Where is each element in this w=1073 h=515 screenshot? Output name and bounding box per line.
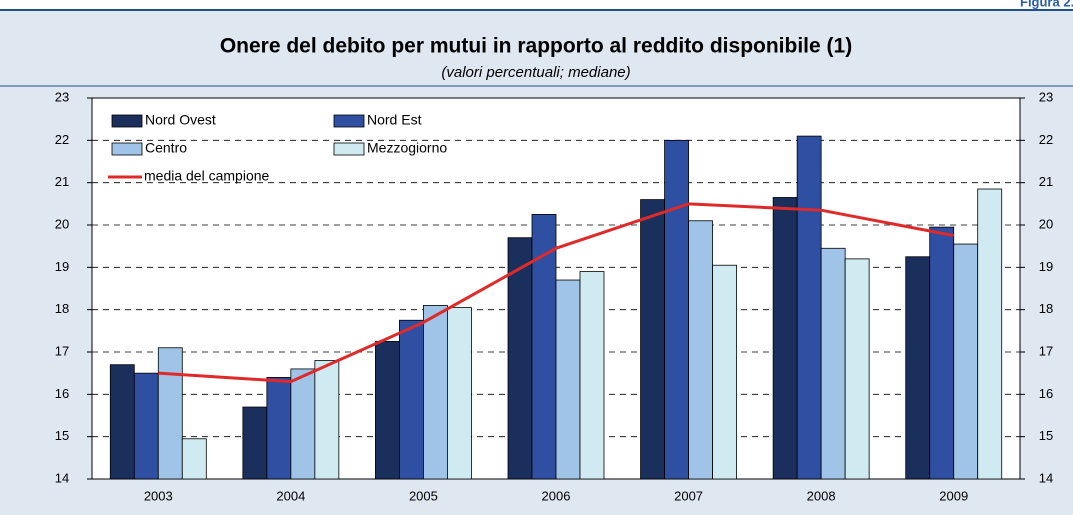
y2-tick-label: 23 [1039,89,1053,104]
legend-label: media del campione [144,168,270,184]
chart-title: Onere del debito per mutui in rapporto a… [220,35,852,58]
bar [157,347,183,480]
bar [953,243,979,480]
y-tick-label: 19 [55,259,69,274]
bar [423,305,448,480]
bar [109,364,135,480]
bar [181,438,207,480]
bar [133,372,159,480]
legend-label: Nord Ovest [145,112,216,128]
bar [820,247,846,480]
y-tick-label: 14 [55,470,69,485]
legend-swatch [111,114,143,128]
chart-subtitle: (valori percentuali; mediane) [441,64,630,81]
y-tick-label: 20 [55,216,69,231]
bar [266,376,292,480]
bar [664,139,689,480]
y-tick-label: 15 [55,428,69,443]
legend-swatch [333,114,365,128]
y2-tick-label: 17 [1039,343,1053,358]
x-tick-label: 2004 [276,488,305,503]
x-tick-label: 2009 [939,488,968,503]
y2-tick-label: 16 [1039,386,1053,401]
y-tick-label: 17 [55,343,69,358]
bar [712,264,737,480]
y-tick-label: 21 [55,174,69,189]
bar [242,406,268,480]
bar [555,279,581,480]
y2-tick-label: 20 [1039,216,1053,231]
bar [844,258,870,480]
y2-tick-label: 18 [1039,301,1053,316]
y2-tick-label: 15 [1039,428,1053,443]
y-tick-label: 22 [55,132,69,147]
y-tick-label: 16 [55,386,69,401]
y2-tick-label: 21 [1039,174,1053,189]
bar [579,271,605,480]
legend-label: Nord Est [367,112,422,128]
legend-swatch [111,142,143,156]
bar [905,256,931,480]
bar [640,199,665,480]
legend-label: Centro [145,140,187,156]
legend-label: Mezzogiorno [367,140,447,156]
bar [447,307,472,480]
legend-swatch [333,142,365,156]
y2-tick-label: 19 [1039,259,1053,274]
x-tick-label: 2006 [542,488,571,503]
bar [929,226,955,480]
y-tick-label: 18 [55,301,69,316]
bar [688,220,713,480]
bar [399,319,424,480]
bar [796,135,822,480]
x-tick-label: 2008 [807,488,836,503]
line [158,202,954,384]
bar [977,188,1003,480]
bar [290,368,316,480]
bar [772,197,798,480]
x-tick-label: 2005 [409,488,438,503]
bar [375,341,400,480]
y-tick-label: 23 [55,89,69,104]
figure-label: Figura 2.1 [1020,0,1073,9]
y2-tick-label: 14 [1039,470,1053,485]
x-tick-label: 2003 [144,488,173,503]
y2-tick-label: 22 [1039,132,1053,147]
bar [314,360,340,480]
x-tick-label: 2007 [674,488,703,503]
